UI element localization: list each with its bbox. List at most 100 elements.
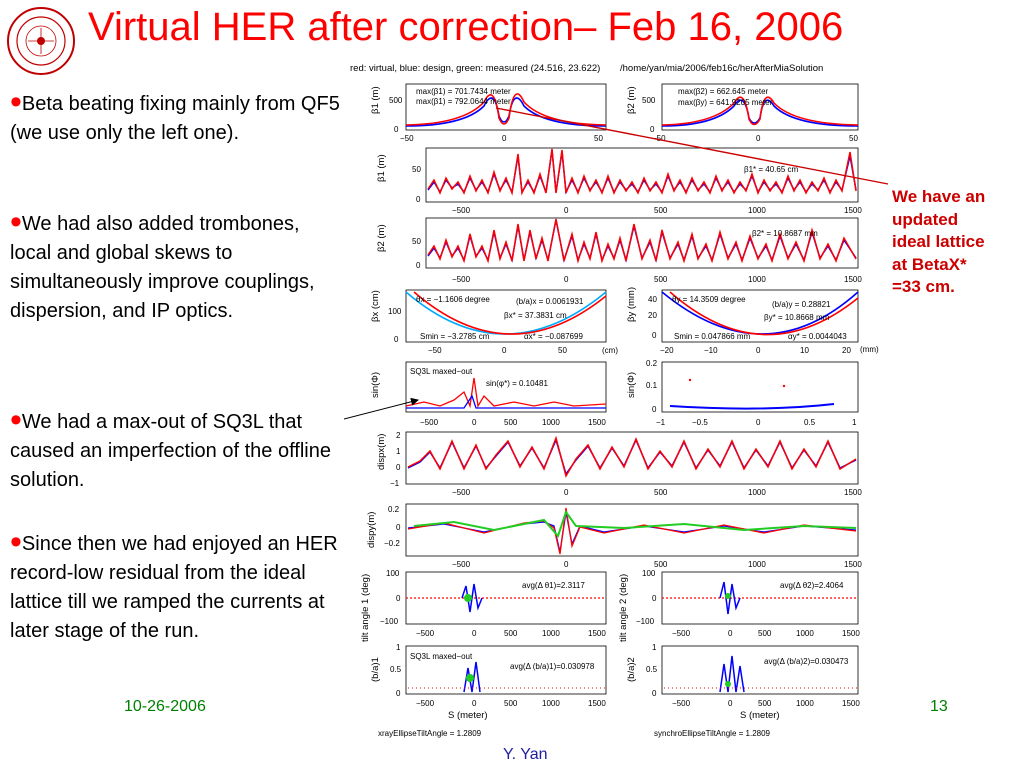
svg-text:500: 500 (389, 96, 403, 105)
svg-text:−20: −20 (660, 346, 674, 355)
svg-text:1000: 1000 (542, 699, 560, 708)
annotation-sminy: Smin = 0.047866 mm (674, 332, 751, 341)
bullet-text: We had a max-out of SQ3L that caused an … (10, 411, 331, 491)
svg-text:0: 0 (564, 560, 569, 569)
svg-text:−500: −500 (420, 418, 439, 427)
svg-text:0: 0 (650, 125, 655, 134)
svg-text:1000: 1000 (748, 206, 766, 215)
panel-sinphi-ip: 0.2 0.1 0 −1 −0.5 0 0.5 1 sin(Φ) (626, 359, 859, 427)
svg-text:−50: −50 (428, 346, 442, 355)
svg-text:0: 0 (652, 689, 657, 698)
svg-text:0: 0 (394, 335, 399, 344)
bullet-text: Since then we had enjoyed an HER record-… (10, 533, 338, 642)
svg-text:1500: 1500 (844, 488, 862, 497)
slide-title: Virtual HER after correction– Feb 16, 20… (88, 5, 844, 49)
annotation-maxb1b: max(β1) = 792.0644 meter (416, 97, 511, 106)
bullet-dot: • (10, 203, 22, 241)
svg-text:1000: 1000 (542, 418, 560, 427)
ylabel-tilt1: tilt angle 1 (deg) (360, 574, 371, 642)
figure-caption: red: virtual, blue: design, green: measu… (350, 63, 600, 74)
svg-text:0: 0 (564, 275, 569, 284)
unit-mm: (mm) (860, 345, 879, 354)
ylabel-dispx: dispx(m) (376, 434, 387, 470)
annotation-bax: (b/a)x = 0.0061931 (516, 297, 584, 306)
svg-text:1000: 1000 (748, 275, 766, 284)
svg-text:20: 20 (842, 346, 851, 355)
svg-text:2: 2 (396, 431, 401, 440)
ylabel-bx: βx (cm) (370, 290, 381, 322)
annotation-betaxstar: βx* = 37.3831 cm (504, 311, 567, 320)
svg-text:0: 0 (728, 629, 733, 638)
unit-cm: (cm) (602, 346, 618, 355)
svg-text:−500: −500 (416, 699, 435, 708)
svg-text:1: 1 (852, 418, 857, 427)
svg-text:50: 50 (849, 134, 858, 143)
panel-betay-ip: θy = 14.3509 degree (b/a)y = 0.28821 βy*… (626, 287, 879, 355)
svg-text:−500: −500 (452, 488, 471, 497)
page-number: 13 (930, 698, 948, 715)
annotation-maxb2b: max(βy) = 641.9205 meter (678, 98, 773, 107)
annotation-beta1star: β1* = 40.65 cm (744, 165, 799, 174)
svg-text:0: 0 (396, 689, 401, 698)
annotation-sinphi: sin(φ*) = 0.10481 (486, 379, 548, 388)
annotation-sq3l1: SQ3L maxed−out (410, 367, 473, 376)
panel-ba1: SQ3L maxed−out avg(Δ (b/a)1)=0.030978 10… (370, 643, 607, 721)
svg-text:0.5: 0.5 (390, 665, 402, 674)
ylabel-dispy: dispy(m) (366, 512, 377, 548)
svg-text:1500: 1500 (844, 560, 862, 569)
bullet-text: Beta beating fixing mainly from QF5 (we … (10, 93, 340, 144)
annotation-maxb1a: max(β1) = 701.7434 meter (416, 87, 511, 96)
footer-date: 10-26-2006 (124, 698, 206, 715)
ylabel-sin2: sin(Φ) (626, 372, 637, 398)
svg-text:500: 500 (654, 560, 668, 569)
svg-text:−50: −50 (652, 134, 666, 143)
panel-beta1-ring: β1* = 40.65 cm 500 −500 0 500 1000 1500 β1 (… (376, 147, 862, 215)
slac-seal-logo (7, 7, 75, 75)
note-arrow (495, 107, 889, 185)
svg-text:0.1: 0.1 (646, 381, 658, 390)
ylabel-tilt2: tilt angle 2 (deg) (618, 574, 629, 642)
sq3l-arrow (344, 397, 419, 420)
ylabel-by: βy (mm) (626, 287, 637, 322)
svg-text:100: 100 (388, 307, 402, 316)
svg-text:0: 0 (472, 629, 477, 638)
svg-text:100: 100 (386, 569, 400, 578)
svg-text:−100: −100 (380, 617, 399, 626)
svg-text:0: 0 (502, 346, 507, 355)
svg-text:−0.5: −0.5 (692, 418, 708, 427)
annotation-sq3l2: SQ3L maxed−out (410, 652, 473, 661)
svg-text:1500: 1500 (842, 629, 860, 638)
ylabel-b1-ring: β1 (m) (376, 154, 387, 182)
svg-text:50: 50 (594, 134, 603, 143)
annotation-sminx: Smin = −3.2785 cm (420, 332, 490, 341)
annotation-avgba2: avg(Δ (b/a)2)=0.030473 (764, 657, 849, 666)
annotation-bay: (b/a)y = 0.28821 (772, 300, 831, 309)
svg-text:1000: 1000 (542, 629, 560, 638)
svg-text:500: 500 (504, 418, 518, 427)
bullet-item: •We had a max-out of SQ3L that caused an… (10, 403, 340, 495)
svg-text:0: 0 (652, 594, 657, 603)
svg-text:1500: 1500 (844, 275, 862, 284)
svg-text:500: 500 (758, 629, 772, 638)
annotation-alphax: αx* = −0.087699 (524, 332, 583, 341)
svg-text:0: 0 (652, 331, 657, 340)
annotation-thetax: θx = −1.1606 degree (416, 295, 490, 304)
svg-text:−500: −500 (452, 560, 471, 569)
svg-text:1500: 1500 (588, 629, 606, 638)
svg-text:0: 0 (396, 463, 401, 472)
svg-text:0: 0 (652, 405, 657, 414)
panel-sinphi-ring: SQ3L maxed−out sin(φ*) = 0.10481 −500 0 50… (370, 361, 607, 427)
bullet-item: •Since then we had enjoyed an HER record… (10, 525, 340, 646)
svg-text:−50: −50 (400, 134, 414, 143)
svg-text:500: 500 (642, 96, 656, 105)
svg-text:1: 1 (396, 643, 401, 652)
svg-text:50: 50 (412, 165, 421, 174)
annotation-thetay: θy = 14.3509 degree (672, 295, 746, 304)
annotation-maxb2a: max(β2) = 662.645 meter (678, 87, 769, 96)
bullet-item: •We had also added trombones, local and … (10, 205, 340, 326)
ylabel-b1: β1 (m) (370, 86, 381, 114)
svg-text:0: 0 (728, 699, 733, 708)
svg-text:0.2: 0.2 (646, 359, 658, 368)
svg-text:0: 0 (756, 418, 761, 427)
svg-text:1000: 1000 (748, 560, 766, 569)
